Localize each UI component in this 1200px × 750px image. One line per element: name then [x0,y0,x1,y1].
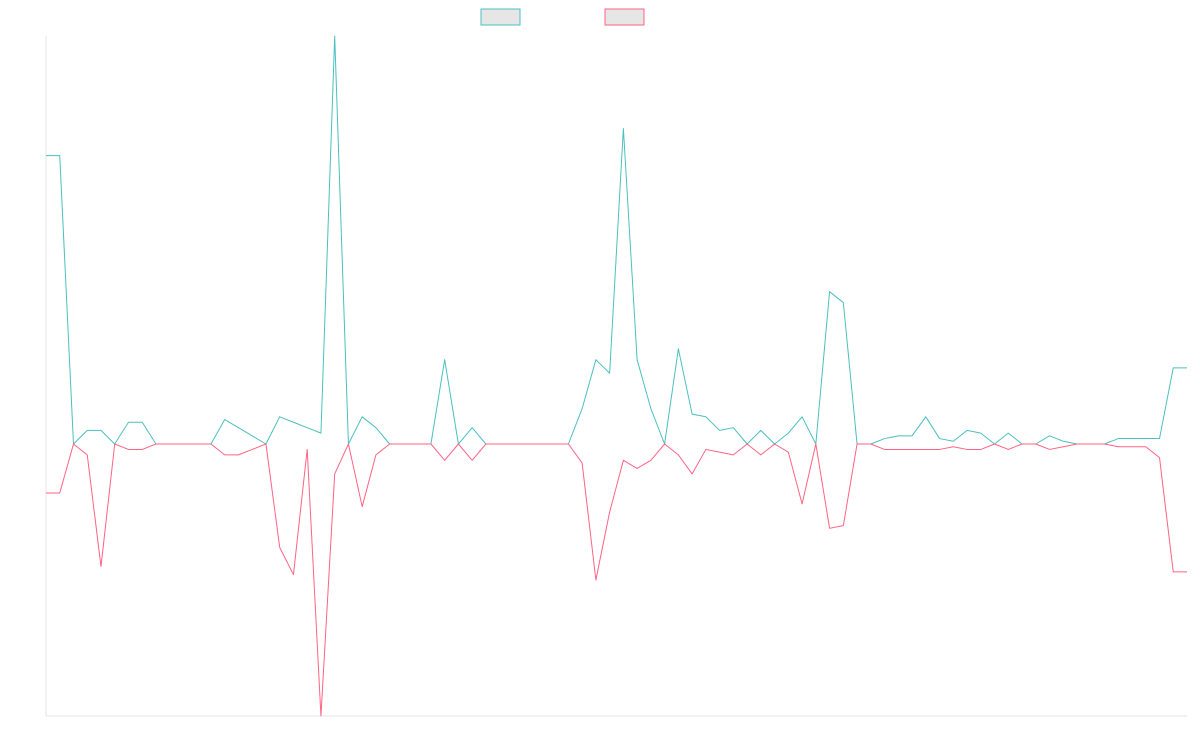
series-line-1 [46,35,1187,445]
series-group [46,35,1187,717]
legend [480,8,645,26]
series-line-2 [46,443,1187,717]
legend-swatch-1[interactable] [480,8,521,26]
legend-swatch-2[interactable] [604,8,645,26]
